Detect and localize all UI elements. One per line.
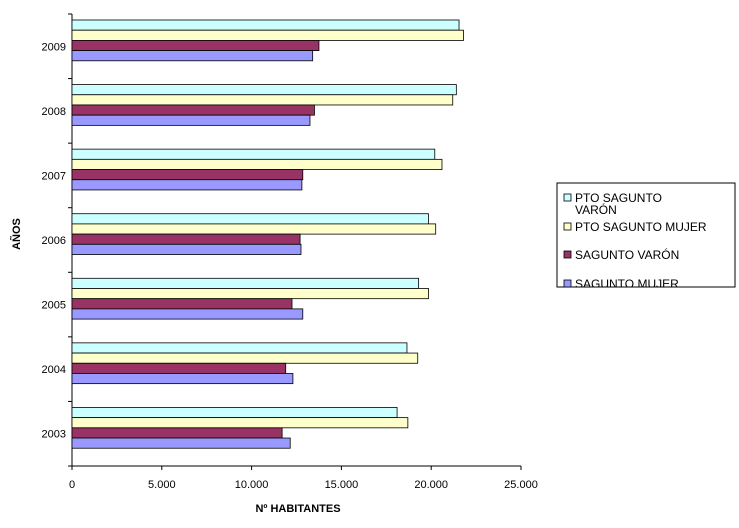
x-tick-label: 15.000 [325, 479, 359, 491]
bar-sagunto-mujer-2005 [71, 308, 304, 320]
y-axis-ticks: 2003 2004 2005 2006 2007 2008 2009 [42, 13, 72, 467]
y-tick-label: 2007 [42, 170, 66, 182]
legend-label: PTO SAGUNTO VARÓN [575, 191, 662, 217]
bar-pto-sagunto-var-n-2003 [71, 407, 398, 419]
bar-sagunto-mujer-2007 [71, 179, 303, 191]
y-tick-label: 2008 [42, 106, 66, 118]
plot-area [71, 14, 521, 467]
bar-pto-sagunto-var-n-2005 [71, 277, 420, 289]
x-axis-ticks: 0 5.000 10.000 15.000 20.000 25.000 [69, 466, 538, 491]
bar-sagunto-var-n-2007 [71, 169, 304, 181]
legend-swatch-sagunto-mujer [563, 279, 572, 287]
x-tick-label: 20.000 [414, 479, 448, 491]
bar-sagunto-mujer-2004 [71, 373, 294, 385]
legend-label: SAGUNTO MUJER [575, 277, 679, 291]
y-tick-label: 2005 [42, 300, 66, 312]
bar-pto-sagunto-var-n-2009 [71, 19, 460, 31]
y-tick-label: 2009 [42, 41, 66, 53]
bar-sagunto-mujer-2006 [71, 243, 302, 255]
legend-swatch-sagunto-var-n [563, 250, 572, 259]
bar-pto-sagunto-var-n-2007 [71, 148, 436, 160]
legend-label: SAGUNTO VARÓN [575, 247, 679, 262]
bar-pto-sagunto-var-n-2008 [71, 84, 457, 96]
x-tick-label: 0 [69, 479, 75, 491]
y-tick-label: 2006 [42, 235, 66, 247]
bar-sagunto-var-n-2008 [71, 104, 315, 116]
y-axis-title: AÑOS [10, 218, 23, 250]
x-axis-title: Nº HABITANTES [255, 503, 340, 515]
legend-swatch-pto-sagunto-mujer [563, 222, 572, 231]
bar-pto-sagunto-mujer-2005 [71, 288, 429, 300]
bar-pto-sagunto-mujer-2009 [71, 29, 464, 41]
x-tick-label: 10.000 [235, 479, 269, 491]
bar-pto-sagunto-mujer-2004 [71, 352, 419, 364]
legend-swatch-pto-sagunto-var-n [563, 193, 572, 202]
legend-entries: PTO SAGUNTO VARÓN PTO SAGUNTO MUJER SAGUNTO… [563, 191, 707, 291]
bar-sagunto-var-n-2006 [71, 233, 301, 245]
bar-sagunto-var-n-2005 [71, 298, 293, 310]
bar-sagunto-mujer-2009 [71, 50, 314, 62]
bar-pto-sagunto-var-n-2006 [71, 213, 429, 225]
bar-pto-sagunto-mujer-2007 [71, 158, 443, 170]
bar-sagunto-mujer-2008 [71, 114, 311, 126]
x-tick-label: 25.000 [504, 479, 538, 491]
bar-pto-sagunto-var-n-2004 [71, 342, 408, 354]
x-tick-label: 5.000 [148, 479, 176, 491]
bar-pto-sagunto-mujer-2008 [71, 94, 454, 106]
y-tick-label: 2004 [42, 364, 66, 376]
bar-sagunto-var-n-2003 [71, 427, 283, 439]
bar-sagunto-var-n-2004 [71, 362, 287, 374]
y-tick-label: 2003 [42, 429, 66, 441]
legend-label: PTO SAGUNTO MUJER [575, 220, 707, 234]
legend: PTO SAGUNTO VARÓN PTO SAGUNTO MUJER SAGUNTO… [556, 182, 736, 291]
bar-sagunto-mujer-2003 [71, 437, 291, 449]
bar-sagunto-var-n-2009 [71, 40, 320, 52]
legend-border [556, 182, 736, 288]
bar-pto-sagunto-mujer-2003 [71, 417, 409, 429]
bar-pto-sagunto-mujer-2006 [71, 223, 437, 235]
